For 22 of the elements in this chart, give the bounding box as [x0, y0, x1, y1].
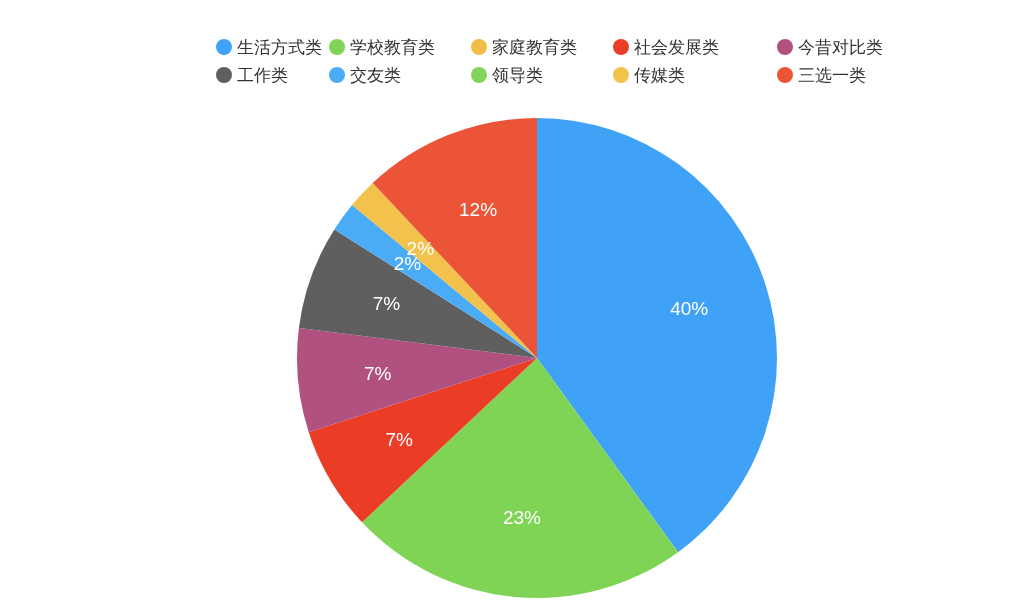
legend-label: 学校教育类: [350, 36, 435, 59]
data-label: 12%: [459, 198, 498, 220]
legend-label: 交友类: [350, 64, 401, 87]
data-label: 7%: [363, 362, 392, 384]
pie-slice: [372, 118, 537, 358]
pie-slice: [298, 229, 537, 358]
legend-label: 家庭教育类: [492, 36, 577, 59]
data-label: 7%: [385, 428, 414, 450]
pie-slice: [352, 183, 537, 358]
legend-label: 工作类: [237, 64, 288, 87]
legend-label: 生活方式类: [237, 36, 322, 59]
legend-label: 领导类: [492, 64, 543, 87]
legend-label: 今昔对比类: [798, 36, 883, 59]
pie-slice: [362, 358, 679, 598]
data-label: 23%: [502, 506, 542, 528]
data-label: 40%: [670, 298, 709, 320]
legend-label: 社会发展类: [634, 36, 719, 59]
pie-slice: [334, 205, 537, 358]
legend-label: 三选一类: [798, 64, 866, 87]
legend-label: 传媒类: [634, 64, 685, 87]
data-label: 7%: [372, 293, 401, 315]
pie-slice: [297, 327, 537, 433]
